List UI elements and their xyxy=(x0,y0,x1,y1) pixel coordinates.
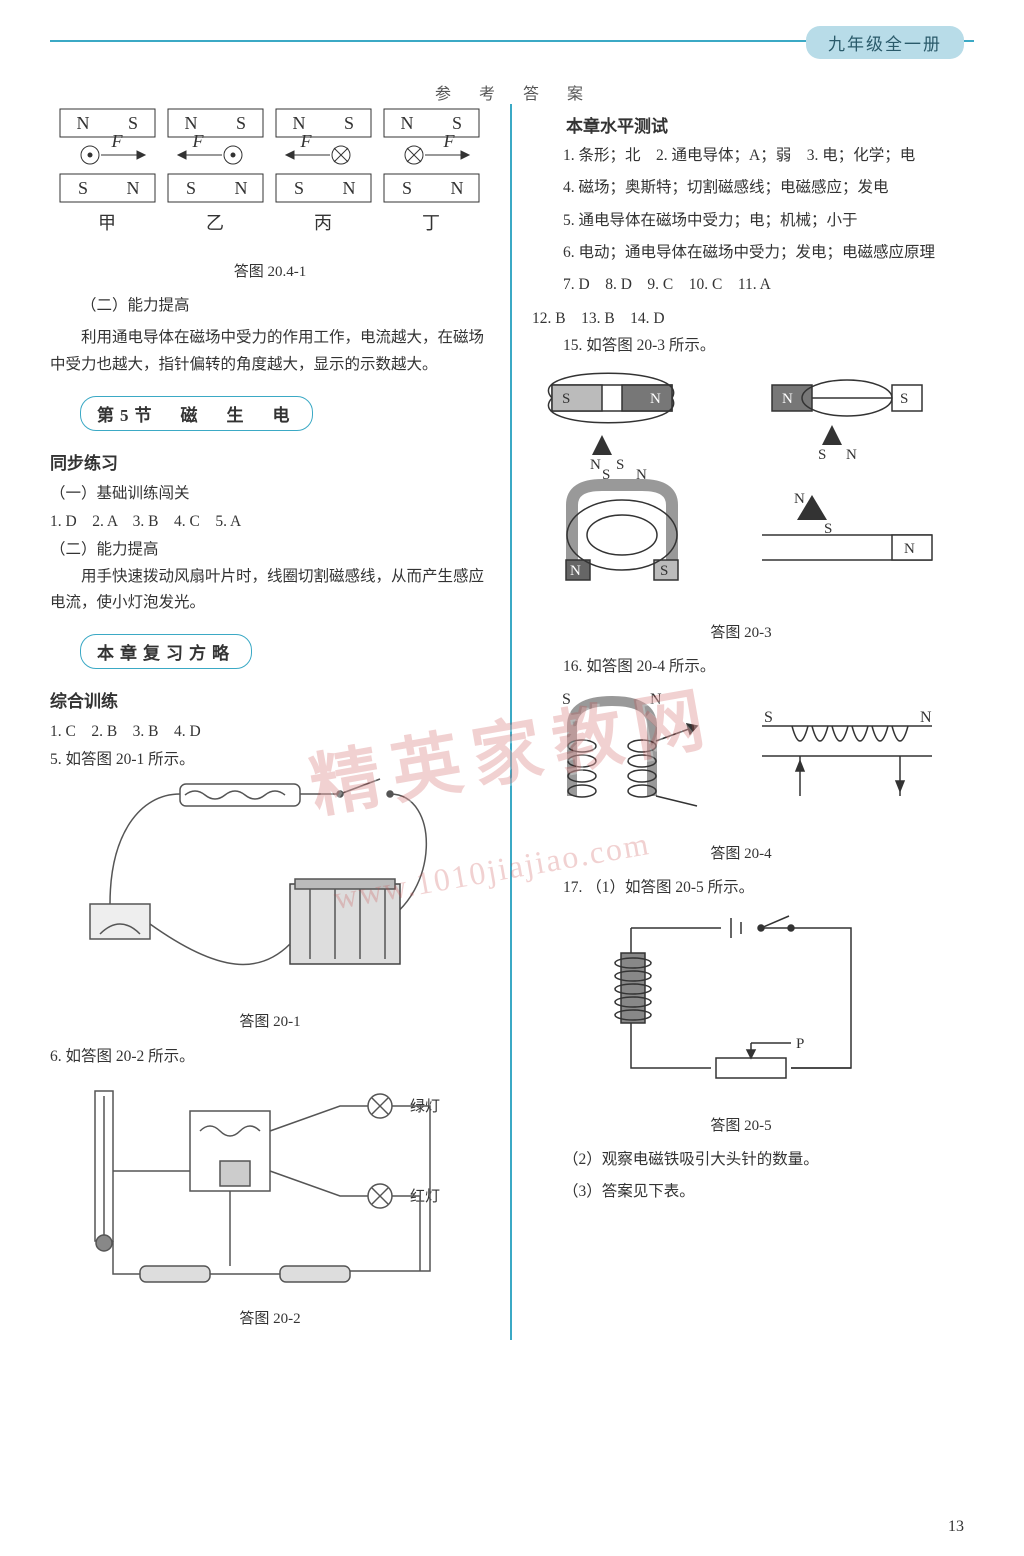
page-header: 九年级全一册 xyxy=(50,20,974,70)
svg-text:S: S xyxy=(562,391,570,407)
test-l17: 17. （1）如答图 20-5 所示。 xyxy=(532,875,950,901)
svg-text:S: S xyxy=(402,178,412,198)
fig-20-3-caption: 答图 20-3 xyxy=(532,621,950,642)
svg-text:N: N xyxy=(650,391,661,407)
page-number: 13 xyxy=(948,1518,964,1536)
svg-text:N: N xyxy=(401,113,414,133)
svg-text:N: N xyxy=(794,491,805,507)
test-title: 本章水平测试 xyxy=(532,112,950,137)
svg-text:N: N xyxy=(782,391,793,407)
sync-sub2: （二）能力提高 xyxy=(50,536,490,564)
svg-text:S: S xyxy=(186,178,196,198)
svg-text:N: N xyxy=(636,467,647,483)
comprehensive-ans: 1. C 2. B 3. B 4. D xyxy=(50,718,490,746)
svg-text:S: S xyxy=(900,391,908,407)
right-column: 本章水平测试 1. 条形；北 2. 通电导体；A；弱 3. 电；化学；电 4. … xyxy=(510,104,950,1340)
sync-text2: 用手快速拨动风扇叶片时，线圈切割磁感线，从而产生感应电流，使小灯泡发光。 xyxy=(50,564,490,617)
svg-text:丙: 丙 xyxy=(314,213,332,233)
fig-20-2-caption: 答图 20-2 xyxy=(50,1307,490,1328)
svg-text:丁: 丁 xyxy=(422,213,440,233)
test-l7: 7. D 8. D 9. C 10. C 11. A xyxy=(532,272,950,298)
svg-text:S: S xyxy=(660,563,668,579)
sync-title: 同步练习 xyxy=(50,449,490,474)
section5-title: 第5节 磁 生 电 xyxy=(80,396,313,431)
test-l17-2: （2）观察电磁铁吸引大头针的数量。 xyxy=(532,1147,950,1173)
svg-text:N: N xyxy=(451,178,464,198)
sync-sub1: （一）基础训练闯关 xyxy=(50,480,490,508)
test-l16: 16. 如答图 20-4 所示。 xyxy=(532,654,950,680)
svg-text:F: F xyxy=(443,131,456,151)
comprehensive-title: 综合训练 xyxy=(50,687,490,712)
svg-text:N: N xyxy=(235,178,248,198)
fig-20-4-1: N S S N F 甲 N S S N F 乙 xyxy=(55,104,485,254)
ability-title: （二）能力提高 xyxy=(50,293,490,319)
left-column: N S S N F 甲 N S S N F 乙 xyxy=(50,104,490,1340)
page-subhead: 参 考 答 案 xyxy=(50,80,974,104)
two-column-layout: NS SN F 甲 NS SN F 乙 xyxy=(50,104,974,1340)
test-l15: 15. 如答图 20-3 所示。 xyxy=(532,333,950,359)
fig-20-5-caption: 答图 20-5 xyxy=(532,1114,950,1135)
comprehensive-q6: 6. 如答图 20-2 所示。 xyxy=(50,1043,490,1071)
fig-20-1-caption: 答图 20-1 xyxy=(50,1010,490,1031)
sync-ans1: 1. D 2. A 3. B 4. C 5. A xyxy=(50,508,490,536)
svg-text:N: N xyxy=(185,113,198,133)
fig-20-4-caption: 答图 20-4 xyxy=(532,842,950,863)
svg-text:P: P xyxy=(796,1036,804,1052)
review-title: 本章复习方略 xyxy=(80,634,252,669)
fig-20-3: S N N S N S S N xyxy=(532,365,952,615)
svg-text:F: F xyxy=(192,131,205,151)
fig-20-4-1-caption: 答图 20.4-1 xyxy=(50,260,490,281)
svg-text:S: S xyxy=(452,113,462,133)
svg-text:N: N xyxy=(293,113,306,133)
comprehensive-q5: 5. 如答图 20-1 所示。 xyxy=(50,746,490,774)
test-l6: 6. 电动；通电导体在磁场中受力；发电；电磁感应原理 xyxy=(532,240,950,266)
svg-text:N: N xyxy=(570,563,581,579)
svg-text:S: S xyxy=(764,709,773,726)
svg-text:S: S xyxy=(236,113,246,133)
grade-badge: 九年级全一册 xyxy=(806,26,964,59)
svg-text:N: N xyxy=(920,709,932,726)
svg-text:S: S xyxy=(344,113,354,133)
fig-20-4: S N S N xyxy=(532,686,952,836)
svg-text:乙: 乙 xyxy=(206,213,224,233)
svg-text:S: S xyxy=(818,447,826,463)
svg-text:N: N xyxy=(590,457,601,473)
test-l17-3: （3）答案见下表。 xyxy=(532,1179,950,1205)
svg-text:S: S xyxy=(562,691,571,708)
svg-text:N: N xyxy=(846,447,857,463)
svg-text:甲: 甲 xyxy=(98,213,116,233)
test-l4: 4. 磁场；奥斯特；切割磁感线；电磁感应；发电 xyxy=(532,175,950,201)
svg-text:N: N xyxy=(343,178,356,198)
fig-20-1 xyxy=(80,774,460,1004)
svg-text:N: N xyxy=(127,178,140,198)
svg-text:S: S xyxy=(616,457,624,473)
svg-text:N: N xyxy=(904,541,915,557)
svg-text:S: S xyxy=(294,178,304,198)
svg-text:S: S xyxy=(602,467,610,483)
svg-text:S: S xyxy=(824,521,832,537)
test-l12: 12. B 13. B 14. D xyxy=(532,305,950,333)
svg-text:S: S xyxy=(128,113,138,133)
fig-20-5: P xyxy=(591,908,891,1108)
svg-text:F: F xyxy=(300,131,313,151)
svg-text:N: N xyxy=(650,691,662,708)
fig-20-2: 绿灯 红灯 xyxy=(80,1071,460,1301)
test-l1: 1. 条形；北 2. 通电导体；A；弱 3. 电；化学；电 xyxy=(532,143,950,169)
svg-text:N: N xyxy=(77,113,90,133)
test-l5: 5. 通电导体在磁场中受力；电；机械；小于 xyxy=(532,208,950,234)
svg-text:S: S xyxy=(78,178,88,198)
svg-text:F: F xyxy=(111,131,124,151)
ability-text: 利用通电导体在磁场中受力的作用工作，电流越大，在磁场中受力也越大，指针偏转的角度… xyxy=(50,325,490,378)
